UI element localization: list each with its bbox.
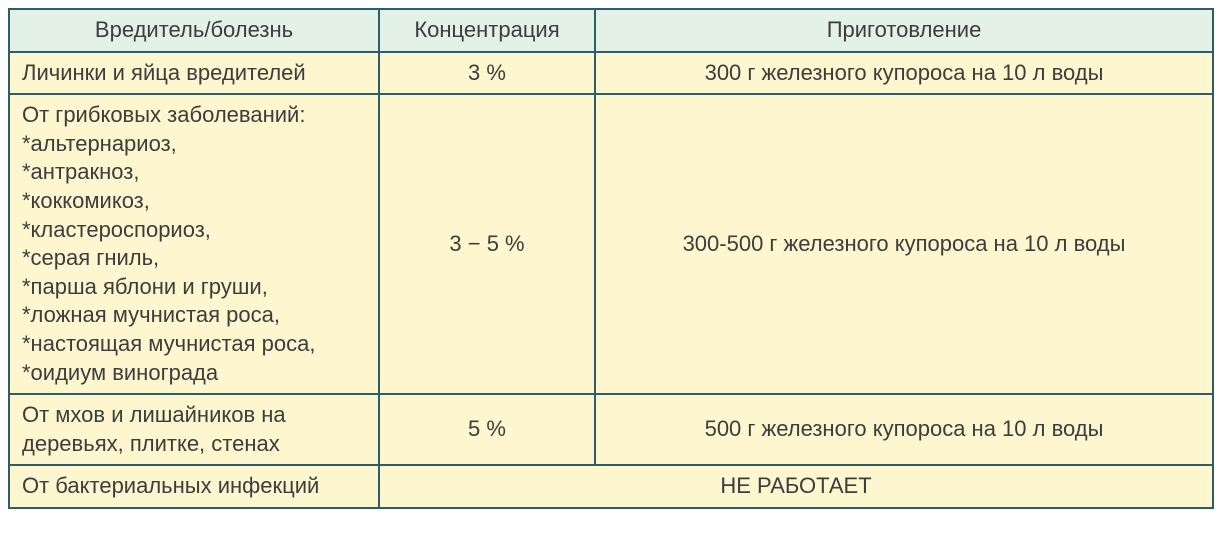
dosage-table: Вредитель/болезнь Концентрация Приготовл… <box>8 8 1214 509</box>
cell-merged-note: НЕ РАБОТАЕТ <box>379 465 1213 508</box>
table-header-row: Вредитель/болезнь Концентрация Приготовл… <box>9 9 1213 52</box>
table-row: Личинки и яйца вредителей 3 % 300 г желе… <box>9 52 1213 95</box>
cell-pest: От бактериальных инфекций <box>9 465 379 508</box>
cell-concentration: 3 % <box>379 52 595 95</box>
cell-pest: От мхов и лишайников на деревьях, плитке… <box>9 394 379 465</box>
col-header-concentration: Концентрация <box>379 9 595 52</box>
table-row: От мхов и лишайников на деревьях, плитке… <box>9 394 1213 465</box>
col-header-preparation: Приготовление <box>595 9 1213 52</box>
cell-preparation: 500 г железного купороса на 10 л воды <box>595 394 1213 465</box>
col-header-pest: Вредитель/болезнь <box>9 9 379 52</box>
table-row: От грибковых заболеваний: *альтернариоз,… <box>9 94 1213 394</box>
table-row: От бактериальных инфекций НЕ РАБОТАЕТ <box>9 465 1213 508</box>
cell-concentration: 5 % <box>379 394 595 465</box>
cell-pest: Личинки и яйца вредителей <box>9 52 379 95</box>
cell-preparation: 300 г железного купороса на 10 л воды <box>595 52 1213 95</box>
cell-concentration: 3 − 5 % <box>379 94 595 394</box>
cell-preparation: 300-500 г железного купороса на 10 л вод… <box>595 94 1213 394</box>
cell-pest: От грибковых заболеваний: *альтернариоз,… <box>9 94 379 394</box>
